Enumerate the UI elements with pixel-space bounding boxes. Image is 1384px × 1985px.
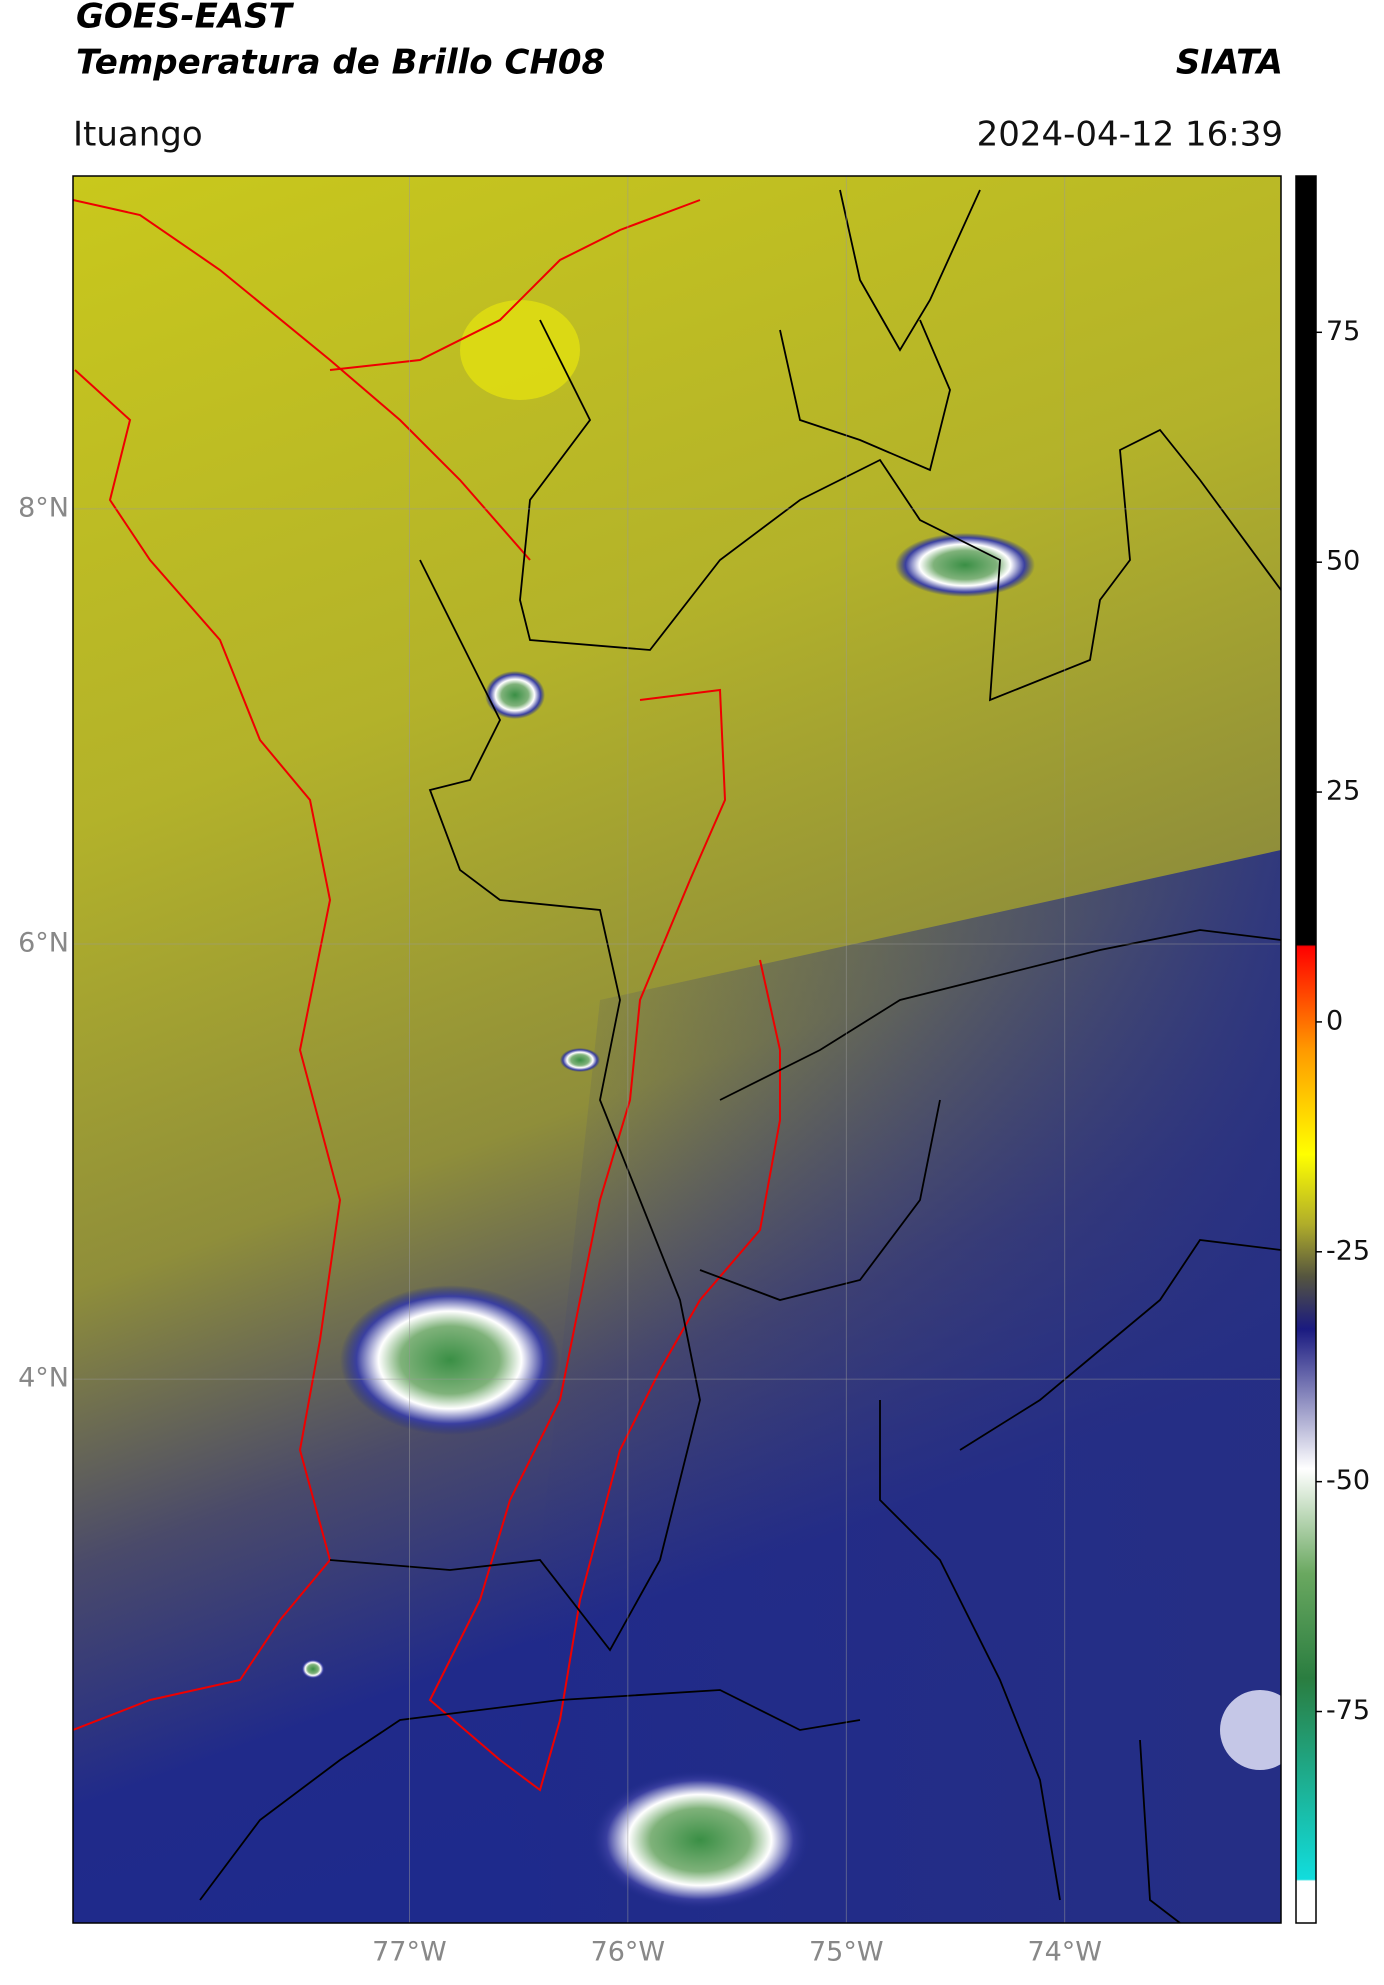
x-tick-label: 75°W [809, 1937, 884, 1968]
y-tick-label: 4°N [18, 1363, 69, 1394]
title: GOES-EAST [76, 0, 295, 37]
x-tick-label: 76°W [591, 1937, 666, 1968]
colorbar-tick-label: 25 [1326, 776, 1360, 807]
y-tick-label: 6°N [18, 927, 69, 958]
x-tick-label: 77°W [372, 1937, 447, 1968]
source: SIATA [1176, 43, 1283, 83]
colorbar-tick-label: 0 [1326, 1005, 1343, 1036]
colorbar-tick-label: -25 [1326, 1235, 1370, 1266]
colorbar [1295, 175, 1317, 1924]
colorbar-tick-label: 75 [1326, 316, 1360, 347]
colorbar-tick-label: -75 [1326, 1695, 1370, 1726]
colorbar-tick-label: 50 [1326, 546, 1360, 577]
map-frame [72, 175, 1282, 1924]
x-tick-label: 74°W [1027, 1937, 1102, 1968]
y-tick-label: 8°N [18, 492, 69, 523]
subtitle: Temperatura de Brillo CH08 [76, 43, 605, 83]
location: Ituango [73, 115, 203, 155]
colorbar-tick-label: -50 [1326, 1465, 1370, 1496]
satellite-image [73, 176, 1281, 1923]
timestamp: 2024-04-12 16:39 [977, 115, 1283, 155]
